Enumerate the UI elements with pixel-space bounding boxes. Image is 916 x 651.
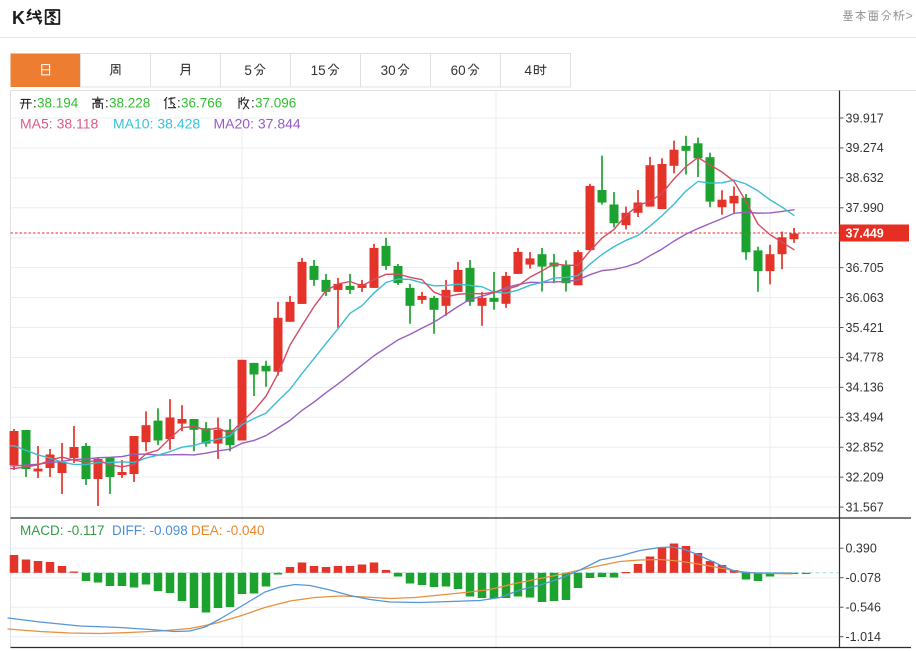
- svg-text:-0.546: -0.546: [846, 601, 881, 615]
- svg-text:35.421: 35.421: [846, 321, 884, 335]
- svg-text:-0.078: -0.078: [846, 571, 881, 585]
- svg-text:31.567: 31.567: [846, 500, 884, 514]
- svg-text:32.852: 32.852: [846, 441, 884, 455]
- svg-text:34.136: 34.136: [846, 381, 884, 395]
- svg-text:32.209: 32.209: [846, 470, 884, 484]
- svg-text:0.390: 0.390: [846, 542, 877, 556]
- svg-text:5: 5: [244, 63, 252, 78]
- svg-text:DIFF: -0.098: DIFF: -0.098: [112, 523, 188, 538]
- svg-text:34.778: 34.778: [846, 351, 884, 365]
- svg-text:33.494: 33.494: [846, 411, 884, 425]
- svg-text:30: 30: [381, 63, 396, 78]
- svg-text:37.990: 37.990: [846, 201, 884, 215]
- svg-text::: :: [177, 96, 181, 111]
- svg-text:37.096: 37.096: [255, 96, 296, 111]
- svg-text:38.632: 38.632: [846, 171, 884, 185]
- svg-text:MA10: 38.428: MA10: 38.428: [113, 116, 200, 132]
- svg-text:39.917: 39.917: [846, 111, 884, 125]
- svg-text:-1.014: -1.014: [846, 630, 881, 644]
- svg-text:39.274: 39.274: [846, 141, 884, 155]
- svg-text:>: >: [906, 9, 913, 23]
- svg-text:MACD: -0.117: MACD: -0.117: [20, 523, 105, 538]
- svg-text:36.063: 36.063: [846, 291, 884, 305]
- svg-text::: :: [251, 96, 255, 111]
- svg-text::: :: [105, 96, 109, 111]
- svg-text:36.705: 36.705: [846, 261, 884, 275]
- svg-text:15: 15: [311, 63, 326, 78]
- svg-text:4: 4: [525, 63, 533, 78]
- svg-text:MA5: 38.118: MA5: 38.118: [20, 116, 99, 132]
- svg-text:60: 60: [451, 63, 466, 78]
- svg-text:K: K: [12, 8, 25, 28]
- svg-text:38.194: 38.194: [37, 96, 79, 111]
- svg-text:37.449: 37.449: [846, 227, 884, 241]
- svg-text:38.228: 38.228: [109, 96, 150, 111]
- svg-text::: :: [33, 96, 37, 111]
- svg-text:36.766: 36.766: [181, 96, 222, 111]
- svg-text:MA20: 37.844: MA20: 37.844: [214, 116, 301, 132]
- svg-text:DEA: -0.040: DEA: -0.040: [191, 523, 265, 538]
